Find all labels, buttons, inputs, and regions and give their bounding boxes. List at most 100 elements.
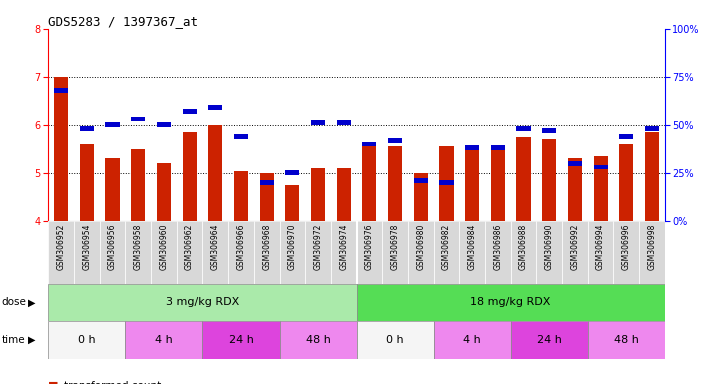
Bar — [588, 321, 665, 359]
Text: GSM306982: GSM306982 — [442, 224, 451, 270]
Bar — [439, 180, 454, 185]
Bar — [594, 165, 608, 169]
Text: GSM306994: GSM306994 — [596, 224, 605, 270]
Bar — [331, 221, 357, 284]
Text: ■: ■ — [48, 381, 59, 384]
Bar — [645, 126, 659, 131]
Bar — [279, 321, 357, 359]
Text: GSM306978: GSM306978 — [390, 224, 400, 270]
Text: GSM306992: GSM306992 — [570, 224, 579, 270]
Text: GSM306962: GSM306962 — [185, 224, 194, 270]
Text: GDS5283 / 1397367_at: GDS5283 / 1397367_at — [48, 15, 198, 28]
Bar — [619, 134, 634, 139]
Text: dose: dose — [1, 297, 26, 308]
Bar — [434, 321, 510, 359]
Bar — [491, 146, 505, 221]
Text: 18 mg/kg RDX: 18 mg/kg RDX — [471, 297, 551, 308]
Bar — [639, 221, 665, 284]
Bar — [254, 221, 279, 284]
Bar — [48, 284, 357, 321]
Bar — [619, 144, 634, 221]
Bar — [510, 321, 588, 359]
Bar — [311, 121, 325, 125]
Text: GSM306954: GSM306954 — [82, 224, 92, 270]
Bar — [465, 149, 479, 221]
Bar — [414, 173, 428, 221]
Text: GSM306970: GSM306970 — [288, 224, 297, 270]
Bar — [183, 132, 197, 221]
Text: GSM306988: GSM306988 — [519, 224, 528, 270]
Text: GSM306972: GSM306972 — [314, 224, 323, 270]
Bar — [228, 221, 254, 284]
Text: GSM306986: GSM306986 — [493, 224, 503, 270]
Bar — [542, 139, 556, 221]
Text: 4 h: 4 h — [464, 335, 481, 345]
Text: GSM306964: GSM306964 — [210, 224, 220, 270]
Text: transformed count: transformed count — [64, 381, 161, 384]
Text: GSM306976: GSM306976 — [365, 224, 374, 270]
Text: GSM306960: GSM306960 — [159, 224, 169, 270]
Bar — [80, 144, 94, 221]
Bar — [510, 221, 536, 284]
Text: GSM306990: GSM306990 — [545, 224, 554, 270]
Text: GSM306968: GSM306968 — [262, 224, 271, 270]
Bar — [157, 163, 171, 221]
Bar — [562, 221, 588, 284]
Bar — [260, 180, 274, 185]
Bar — [48, 321, 125, 359]
Bar — [125, 221, 151, 284]
Bar — [305, 221, 331, 284]
Text: 0 h: 0 h — [386, 335, 404, 345]
Text: GSM306974: GSM306974 — [339, 224, 348, 270]
Text: 3 mg/kg RDX: 3 mg/kg RDX — [166, 297, 239, 308]
Bar — [516, 126, 530, 131]
Bar — [414, 178, 428, 183]
Bar — [177, 221, 203, 284]
Text: GSM306996: GSM306996 — [621, 224, 631, 270]
Bar — [279, 221, 305, 284]
Bar — [132, 149, 145, 221]
Bar — [363, 142, 376, 146]
Text: ▶: ▶ — [28, 297, 36, 308]
Bar — [151, 221, 177, 284]
Bar — [285, 170, 299, 175]
Bar — [465, 146, 479, 150]
Bar — [48, 221, 74, 284]
Bar — [80, 126, 94, 131]
Bar — [285, 185, 299, 221]
Bar — [105, 159, 119, 221]
Bar — [434, 221, 459, 284]
Bar — [54, 88, 68, 93]
Bar — [105, 122, 119, 127]
Bar — [234, 134, 248, 139]
Text: time: time — [1, 335, 25, 345]
Bar — [132, 117, 145, 121]
Bar — [234, 171, 248, 221]
Bar — [203, 321, 279, 359]
Text: 48 h: 48 h — [614, 335, 638, 345]
Bar — [357, 221, 383, 284]
Bar — [357, 321, 434, 359]
Text: GSM306998: GSM306998 — [648, 224, 656, 270]
Text: 24 h: 24 h — [537, 335, 562, 345]
Bar — [157, 122, 171, 127]
Bar — [363, 146, 376, 221]
Bar — [485, 221, 510, 284]
Bar — [383, 221, 408, 284]
Bar — [588, 221, 614, 284]
Bar — [408, 221, 434, 284]
Bar — [542, 128, 556, 133]
Bar — [208, 125, 223, 221]
Bar — [54, 77, 68, 221]
Bar — [183, 109, 197, 114]
Bar — [260, 173, 274, 221]
Bar — [491, 146, 505, 150]
Text: 4 h: 4 h — [155, 335, 173, 345]
Bar — [439, 146, 454, 221]
Bar — [536, 221, 562, 284]
Bar — [100, 221, 125, 284]
Bar — [388, 146, 402, 221]
Text: GSM306952: GSM306952 — [57, 224, 65, 270]
Bar — [208, 105, 223, 110]
Text: GSM306958: GSM306958 — [134, 224, 143, 270]
